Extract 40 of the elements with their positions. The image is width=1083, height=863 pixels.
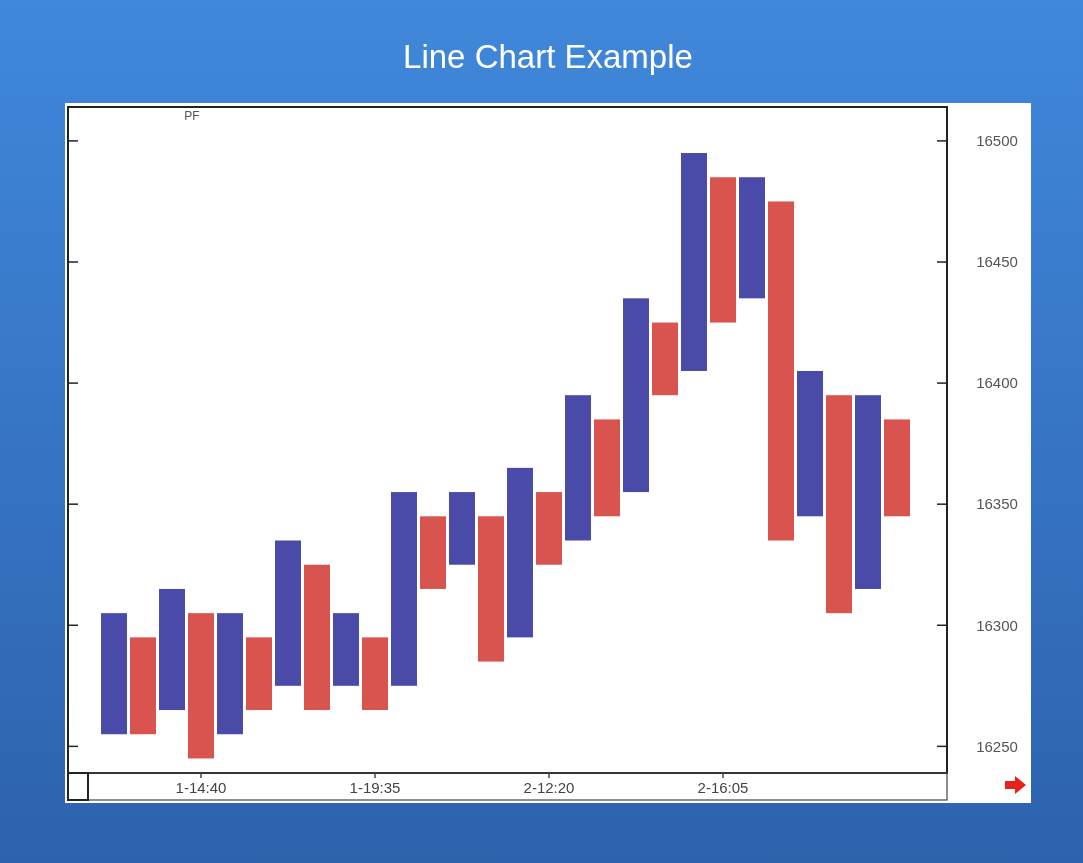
y-tick-label: 16250 (976, 737, 1018, 755)
bar (768, 201, 794, 541)
bar (246, 637, 272, 711)
bar (101, 613, 127, 735)
x-tick-label: 2-12:20 (523, 779, 575, 797)
bar (536, 492, 562, 565)
bar (797, 370, 823, 517)
bar (304, 564, 330, 711)
bar (652, 322, 678, 396)
y-tick-label: 16400 (976, 374, 1018, 392)
bar (884, 419, 910, 517)
bar (130, 637, 156, 735)
bar (449, 492, 475, 565)
bar (565, 395, 591, 541)
bar (478, 516, 504, 662)
y-tick-label: 16350 (976, 495, 1018, 513)
bar (826, 395, 852, 614)
bar (681, 153, 707, 371)
bar (420, 516, 446, 589)
bar (159, 588, 185, 711)
bar (623, 298, 649, 493)
y-tick-label: 16450 (976, 253, 1018, 271)
annotation: PF (184, 109, 200, 123)
x-tick-label: 1-14:40 (175, 779, 227, 797)
bar (855, 395, 881, 589)
bar (188, 613, 214, 759)
bar (333, 613, 359, 686)
bar (710, 177, 736, 323)
bar (362, 637, 388, 711)
y-tick-label: 16500 (976, 132, 1018, 150)
y-tick-label: 16300 (976, 616, 1018, 634)
x-tick-label: 1-19:35 (349, 779, 401, 797)
chart-title: Line Chart Example (403, 38, 693, 75)
bar (739, 177, 765, 299)
bar (507, 467, 533, 638)
bar (391, 492, 417, 686)
bar (594, 419, 620, 517)
x-tick-label: 2-16:05 (697, 779, 749, 797)
bar (275, 540, 301, 686)
bar (217, 613, 243, 735)
